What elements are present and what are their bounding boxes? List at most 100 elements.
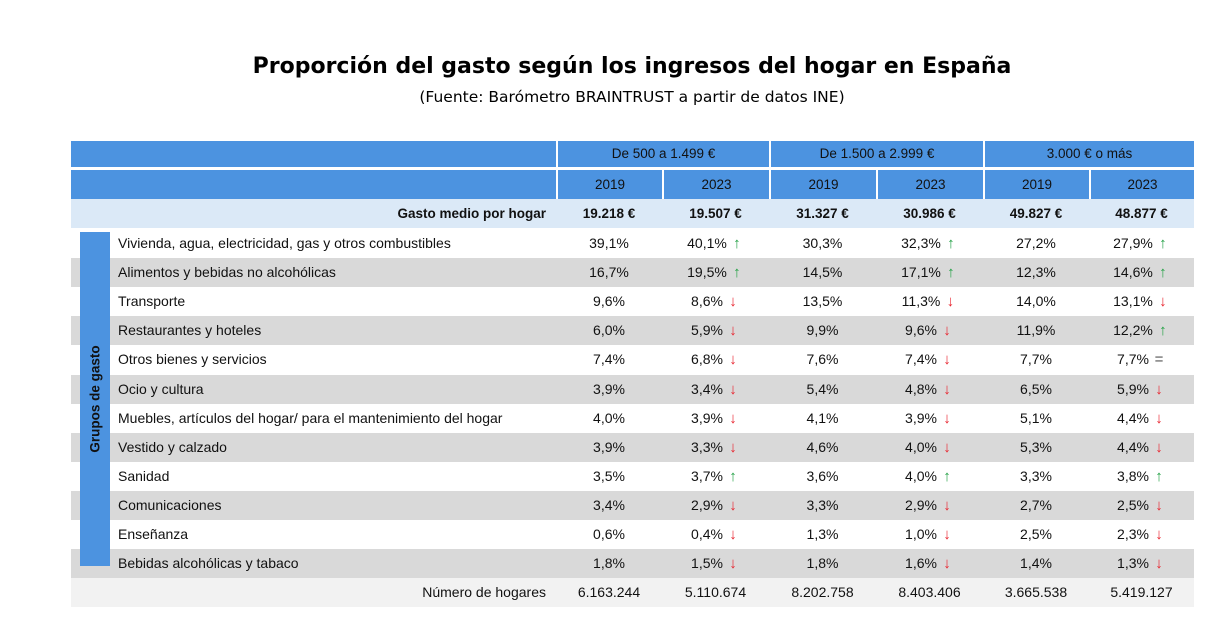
table-row: Alimentos y bebidas no alcohólicas 16,7% 1… [71,258,1194,288]
percent-value: 1,5% ↓ [662,549,769,579]
percent-text: 13,5% [802,293,843,310]
percent-text: 2,9% [691,496,723,513]
arrow-down-icon: ↓ [943,380,951,398]
percent-text: 6,5% [1020,380,1052,397]
percent-value: 27,2% [983,229,1089,258]
percent-value: 2,9% ↓ [662,490,769,520]
mean-expense-value: 19.507 € [662,199,769,228]
table-row: Vivienda, agua, electricidad, gas y otro… [71,229,1194,258]
percent-value: 9,6% [556,287,662,316]
arrow-up-icon: ↑ [947,264,955,282]
percent-text: 4,1% [806,409,839,426]
percent-value: 3,9% ↓ [662,404,769,433]
table-row: Otros bienes y servicios 7,4% 6,8% ↓ 7,6% 7,4… [71,345,1194,374]
percent-text: 1,5% [691,555,723,572]
spending-groups-label: Grupos de gasto [87,345,103,453]
percent-text: 4,8% [905,380,937,397]
households-value: 6.163.244 [556,578,662,607]
percent-value: 4,0% ↑ [876,462,983,491]
percent-text: 39,1% [589,235,629,251]
arrow-down-icon: ↓ [1155,380,1163,398]
category-label: Sanidad [118,467,170,484]
percent-value: 3,9% ↓ [876,404,983,433]
percent-text: 7,4% [905,351,937,368]
arrow-down-icon: ↓ [729,293,737,311]
arrow-down-icon: ↓ [943,526,951,543]
percent-value: 5,3% [983,432,1089,462]
percent-text: 9,6% [905,322,937,339]
page-subtitle: (Fuente: Barómetro BRAINTRUST a partir d… [419,88,845,106]
percent-text: 3,4% [691,380,723,397]
percent-value: 3,7% ↑ [662,462,769,491]
percent-value: 4,4% ↓ [1089,404,1194,433]
percent-value: 3,5% [556,462,662,491]
percent-value: 5,9% ↓ [1089,374,1194,404]
arrow-up-icon: ↑ [947,235,955,252]
percent-value: 1,6% ↓ [876,549,983,579]
percent-text: 6,0% [593,322,625,339]
mean-expense-value: 30.986 € [876,199,983,228]
percent-value: 3,9% [556,432,662,462]
arrow-up-icon: ↑ [733,264,741,282]
arrow-down-icon: ↓ [943,409,951,427]
percent-text: 2,5% [1020,526,1052,542]
year-header: 2019 [983,170,1089,199]
table-row: Muebles, artículos del hogar/ para el ma… [71,404,1194,433]
percent-text: 3,3% [806,496,839,513]
arrow-up-icon: ↑ [1159,322,1167,340]
arrow-down-icon: ↓ [729,438,737,456]
percent-text: 27,9% [1113,235,1153,251]
table-row: Sanidad 3,5% 3,7% ↑ 3,6% 4,0% ↑ 3,3% 3,8% ↑ [71,462,1194,491]
table-row: Vestido y calzado 3,9% 3,3% ↓ 4,6% 4,0% ↓ 5,3% 4… [71,432,1194,462]
arrow-down-icon: ↓ [943,496,951,514]
percent-value: 40,1% ↑ [662,229,769,258]
category-label: Alimentos y bebidas no alcohólicas [71,258,556,288]
percent-text: 5,1% [1020,409,1052,426]
percent-text: 1,4% [1020,555,1052,572]
percent-value: 3,9% [556,374,662,404]
income-header-row: De 500 a 1.499 € De 1.500 a 2.999 €3.000 … [71,141,1194,167]
percent-text: 1,3% [1117,555,1149,572]
percent-text: 12,3% [1016,264,1056,281]
mean-expense-row: Gasto medio por hogar 19.218 €19.507 €31.… [71,199,1194,228]
percent-text: 2,9% [905,496,937,513]
arrow-down-icon: ↓ [1155,555,1163,573]
percent-text: 7,6% [806,351,839,368]
mean-expense-value: 48.877 € [1089,199,1194,228]
percent-value: 3,4% ↓ [662,374,769,404]
percent-value: 16,7% [556,258,662,288]
percent-text: 13,1% [1113,293,1153,310]
percent-value: 3,3% ↓ [662,432,769,462]
percent-text: 6,8% [691,351,723,368]
households-value: 8.202.758 [769,578,876,607]
percent-text: 0,4% [691,526,723,542]
percent-value: 8,6% ↓ [662,287,769,316]
arrow-up-icon: ↑ [1155,467,1163,485]
mean-expense-value: 19.218 € [556,199,662,228]
year-header: 2023 [662,170,769,199]
percent-value: 0,6% [556,520,662,549]
arrow-up-icon: ↑ [943,467,951,485]
arrow-down-icon: ↓ [729,409,737,427]
arrow-down-icon: ↓ [729,526,737,543]
year-header: 2023 [1089,170,1194,199]
percent-text: 32,3% [901,235,941,251]
percent-text: 4,4% [1117,409,1149,426]
percent-value: 2,5% ↓ [1089,490,1194,520]
percent-value: 11,9% [983,316,1089,346]
percent-value: 2,3% ↓ [1089,520,1194,549]
arrow-down-icon: ↓ [1155,496,1163,514]
percent-value: 1,8% [556,549,662,579]
percent-value: 4,1% [769,404,876,433]
percent-value: 12,3% [983,258,1089,288]
percent-text: 27,2% [1016,235,1056,251]
percent-text: 2,5% [1117,496,1149,513]
percent-value: 5,4% [769,374,876,404]
category-label: Otros bienes y servicios [118,351,267,368]
percent-value: 30,3% [769,229,876,258]
percent-value: 12,2% ↑ [1089,316,1194,346]
percent-value: 4,0% ↓ [876,432,983,462]
percent-value: 39,1% [556,229,662,258]
arrow-down-icon: ↓ [729,380,737,398]
percent-value: 6,5% [983,374,1089,404]
